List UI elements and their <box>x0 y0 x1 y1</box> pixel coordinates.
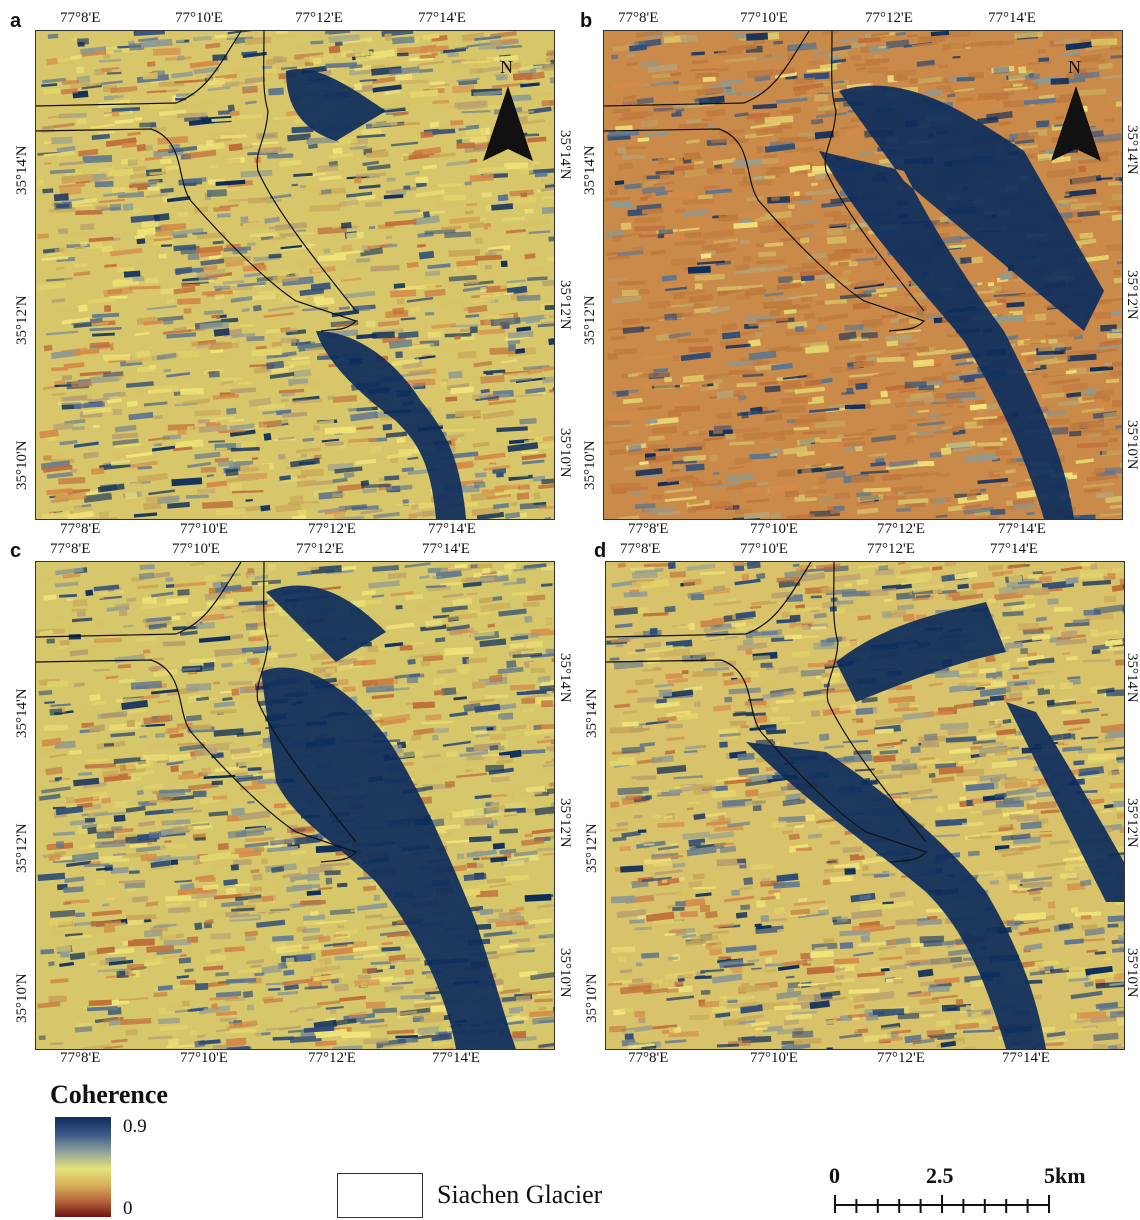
coherence-raster: N <box>604 31 1122 519</box>
lat-label-right: 35°10'N <box>1124 420 1139 470</box>
lon-label-bottom: 77°14'E <box>432 1051 480 1066</box>
lon-label-top: 77°10'E <box>172 542 220 557</box>
coherence-raster: N <box>36 31 554 519</box>
scale-label: 5km <box>1044 1163 1086 1189</box>
lat-label-left: 35°14'N <box>585 688 600 738</box>
lon-label-bottom: 77°12'E <box>877 1051 925 1066</box>
lon-label-bottom: 77°14'E <box>1002 1051 1050 1066</box>
lon-label-bottom: 77°8'E <box>60 1051 100 1066</box>
north-label: N <box>500 57 513 77</box>
ramp-min-label: 0 <box>123 1198 133 1220</box>
lon-label-top: 77°14'E <box>418 11 466 26</box>
coherence-map <box>605 561 1125 1050</box>
lat-label-left: 35°12'N <box>583 295 598 345</box>
north-label: N <box>1068 57 1081 77</box>
lat-label-left: 35°14'N <box>15 688 30 738</box>
scale-bar <box>833 1193 1053 1215</box>
scale-label: 2.5 <box>926 1163 954 1189</box>
coherence-raster <box>36 562 554 1049</box>
lon-label-top: 77°12'E <box>295 11 343 26</box>
lon-label-top: 77°10'E <box>175 11 223 26</box>
panel-letter: d <box>594 540 606 563</box>
map-panel-b: b N 77°8'E 77°10'E 77°12'E 77°14'E 77°8'… <box>570 0 1140 545</box>
map-panel-d: d 77°8'E 77°10'E 77°12'E 77°14'E 77°8'E … <box>570 538 1140 1068</box>
ramp-max-label: 0.9 <box>123 1116 147 1138</box>
lat-label-left: 35°10'N <box>583 440 598 490</box>
panel-letter: b <box>580 10 592 33</box>
lon-label-bottom: 77°8'E <box>628 522 668 537</box>
scale-label: 0 <box>829 1163 840 1189</box>
lat-label-left: 35°12'N <box>15 823 30 873</box>
coherence-map: N <box>603 30 1123 520</box>
lat-label-right: 35°12'N <box>1124 270 1139 320</box>
lon-label-top: 77°14'E <box>990 542 1038 557</box>
lon-label-top: 77°14'E <box>422 542 470 557</box>
lat-label-left: 35°10'N <box>585 973 600 1023</box>
glacier-legend-swatch <box>337 1173 423 1218</box>
coherence-map: N <box>35 30 555 520</box>
lat-label-left: 35°14'N <box>583 145 598 195</box>
lon-label-top: 77°8'E <box>620 542 660 557</box>
lon-label-bottom: 77°8'E <box>628 1051 668 1066</box>
lat-label-left: 35°10'N <box>15 973 30 1023</box>
lon-label-top: 77°8'E <box>618 11 658 26</box>
lon-label-top: 77°10'E <box>740 542 788 557</box>
lon-label-bottom: 77°14'E <box>428 522 476 537</box>
lon-label-top: 77°12'E <box>865 11 913 26</box>
lon-label-top: 77°10'E <box>740 11 788 26</box>
coherence-map <box>35 561 555 1050</box>
lon-label-top: 77°12'E <box>867 542 915 557</box>
lon-label-top: 77°8'E <box>50 542 90 557</box>
lat-label-left: 35°12'N <box>15 295 30 345</box>
map-panel-a: a N 77°8'E 77°10'E 77°12'E 77°14'E 77°8'… <box>0 0 570 545</box>
lon-label-bottom: 77°12'E <box>877 522 925 537</box>
coherence-raster <box>606 562 1124 1049</box>
lon-label-bottom: 77°12'E <box>308 1051 356 1066</box>
lat-label-right: 35°14'N <box>1124 653 1139 703</box>
lon-label-bottom: 77°8'E <box>60 522 100 537</box>
lon-label-bottom: 77°14'E <box>998 522 1046 537</box>
lon-label-bottom: 77°12'E <box>308 522 356 537</box>
lat-label-right: 35°14'N <box>1124 125 1139 175</box>
lon-label-bottom: 77°10'E <box>750 522 798 537</box>
lon-label-bottom: 77°10'E <box>180 522 228 537</box>
panel-letter: a <box>10 10 21 33</box>
lat-label-left: 35°14'N <box>15 145 30 195</box>
lon-label-top: 77°14'E <box>988 11 1036 26</box>
lon-label-bottom: 77°10'E <box>750 1051 798 1066</box>
lat-label-right: 35°12'N <box>1124 798 1139 848</box>
lon-label-bottom: 77°10'E <box>180 1051 228 1066</box>
legend-title: Coherence <box>50 1080 168 1110</box>
panel-letter: c <box>10 540 21 563</box>
lon-label-top: 77°12'E <box>296 542 344 557</box>
lat-label-left: 35°10'N <box>15 440 30 490</box>
coherence-color-ramp <box>55 1117 111 1217</box>
lat-label-right: 35°10'N <box>1124 948 1139 998</box>
lon-label-top: 77°8'E <box>60 11 100 26</box>
lat-label-left: 35°12'N <box>585 823 600 873</box>
map-panel-c: c 77°8'E 77°10'E 77°12'E 77°14'E 77°8'E … <box>0 538 570 1068</box>
glacier-legend-label: Siachen Glacier <box>437 1180 602 1210</box>
